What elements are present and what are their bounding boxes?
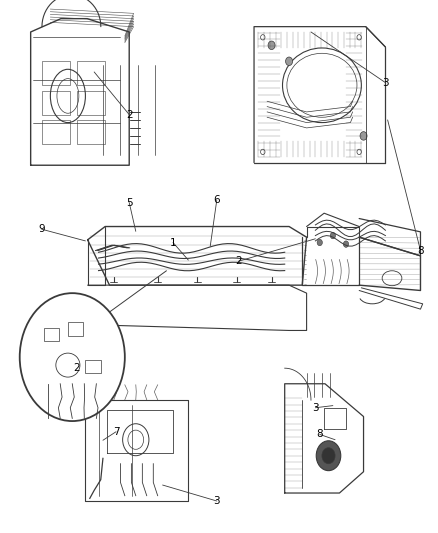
Text: 3: 3 <box>213 496 220 506</box>
Text: 5: 5 <box>126 198 133 207</box>
Text: 9: 9 <box>38 224 45 234</box>
Text: 2: 2 <box>126 110 133 119</box>
Circle shape <box>286 57 293 66</box>
Text: 8: 8 <box>417 246 424 255</box>
Bar <box>44 328 59 341</box>
Circle shape <box>343 241 349 247</box>
Circle shape <box>317 239 322 246</box>
Bar <box>85 360 101 373</box>
Text: 3: 3 <box>312 403 319 413</box>
Circle shape <box>316 441 341 471</box>
Circle shape <box>360 132 367 140</box>
Circle shape <box>20 293 125 421</box>
Text: 3: 3 <box>382 78 389 87</box>
Bar <box>68 322 83 336</box>
Text: 2: 2 <box>73 363 80 373</box>
Bar <box>77 61 105 85</box>
Bar <box>42 120 70 144</box>
Text: 8: 8 <box>316 430 323 439</box>
Circle shape <box>322 448 335 464</box>
Text: 2: 2 <box>235 256 242 266</box>
Text: 1: 1 <box>170 238 177 247</box>
Bar <box>77 91 105 115</box>
Bar <box>77 120 105 144</box>
Text: 6: 6 <box>213 195 220 205</box>
Bar <box>42 91 70 115</box>
Text: 7: 7 <box>113 427 120 437</box>
Circle shape <box>330 232 336 239</box>
Bar <box>42 61 70 85</box>
Circle shape <box>268 41 275 50</box>
